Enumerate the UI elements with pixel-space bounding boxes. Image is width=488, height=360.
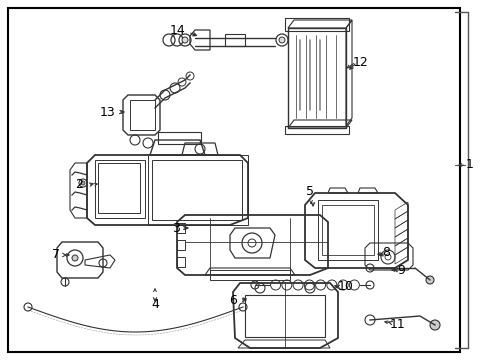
Circle shape [279, 37, 285, 43]
Bar [209, 270, 289, 280]
Circle shape [81, 181, 85, 185]
Bar [244, 295, 325, 337]
Circle shape [429, 320, 439, 330]
Bar [321, 205, 373, 255]
Bar [285, 18, 348, 31]
Bar [98, 163, 140, 213]
Text: 13: 13 [99, 105, 115, 118]
Bar [317, 200, 377, 260]
Text: 12: 12 [352, 55, 368, 68]
Text: 11: 11 [389, 319, 405, 332]
Circle shape [72, 255, 78, 261]
Bar [224, 34, 244, 46]
Bar [285, 126, 348, 134]
Text: 6: 6 [229, 293, 237, 306]
Text: 14: 14 [169, 23, 184, 36]
Bar [287, 28, 346, 128]
Circle shape [425, 276, 433, 284]
Text: 7: 7 [52, 248, 60, 261]
Text: 4: 4 [151, 298, 159, 311]
Text: 3: 3 [172, 221, 180, 234]
Text: 1: 1 [465, 158, 473, 171]
Text: 9: 9 [396, 264, 404, 276]
Text: 10: 10 [337, 280, 353, 293]
Circle shape [182, 37, 187, 43]
Text: 8: 8 [381, 247, 389, 260]
Bar [158, 132, 201, 144]
Bar [152, 160, 242, 220]
Bar [130, 100, 155, 130]
Text: 5: 5 [305, 185, 313, 198]
Text: 2: 2 [75, 179, 83, 192]
